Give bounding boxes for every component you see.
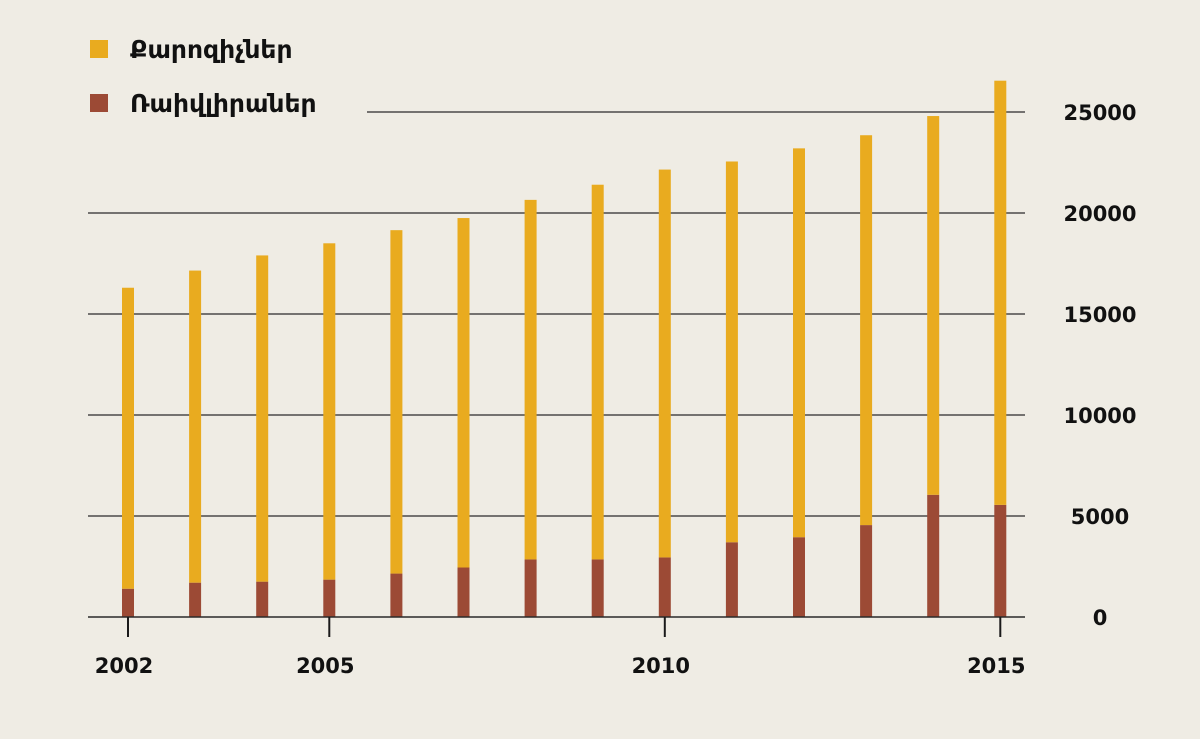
x-tick-label-2010: 2010 (632, 654, 690, 678)
bar-karozichner-2009 (591, 184, 604, 560)
bar-karozichner-2008 (524, 199, 537, 560)
bar-karozichner-2013 (860, 135, 873, 526)
bar-karozichner-2014 (927, 116, 940, 495)
bar-karozichner-2010 (658, 169, 671, 558)
bar-series (122, 80, 1007, 617)
y-tick-label-5000: 5000 (1071, 505, 1129, 529)
bar-raivliraner-2002 (122, 588, 134, 617)
bar-raivliraner-2004 (256, 581, 269, 617)
legend-label-karozichner: Քարոզիչներ (130, 35, 293, 64)
x-tick-label-2005: 2005 (296, 654, 354, 678)
y-tick-label-15000: 15000 (1063, 303, 1136, 327)
legend-swatch-karozichner (90, 40, 108, 58)
y-tick-label-10000: 10000 (1063, 404, 1136, 428)
y-tick-label-20000: 20000 (1063, 202, 1136, 226)
bar-raivliraner-2015 (994, 504, 1007, 617)
bar-raivliraner-2011 (725, 542, 738, 617)
bar-karozichner-2011 (725, 161, 738, 543)
bar-karozichner-2007 (457, 218, 470, 568)
gridlines (88, 111, 1025, 517)
bar-karozichner-2002 (122, 287, 134, 589)
bar-raivliraner-2009 (591, 559, 604, 617)
bar-raivliraner-2013 (860, 525, 873, 617)
bar-raivliraner-2014 (927, 494, 940, 617)
bar-raivliraner-2010 (658, 557, 671, 617)
bar-karozichner-2012 (793, 148, 805, 538)
bar-karozichner-2006 (390, 230, 403, 574)
bar-raivliraner-2005 (323, 579, 336, 617)
axes: 0 5000 10000 15000 20000 25000 2002 2005 2010 201… (88, 101, 1137, 678)
bar-raivliraner-2003 (189, 582, 202, 617)
x-tick-label-2002: 2002 (95, 654, 153, 678)
legend-swatch-raivliraner (90, 94, 108, 112)
bar-karozichner-2005 (323, 243, 336, 580)
x-tick-label-2015: 2015 (967, 654, 1025, 678)
y-tick-label-25000: 25000 (1063, 101, 1136, 125)
bar-raivliraner-2012 (793, 537, 805, 617)
bar-karozichner-2015 (994, 80, 1007, 505)
bar-raivliraner-2007 (457, 567, 470, 617)
bar-karozichner-2004 (256, 255, 269, 582)
legend-label-raivliraner: Ռաիվլիրաներ (130, 89, 317, 118)
legend: Քարոզիչներ Ռաիվլիրաներ (90, 35, 317, 118)
bar-karozichner-2003 (189, 270, 202, 583)
y-tick-label-0: 0 (1093, 606, 1108, 630)
bar-raivliraner-2006 (390, 573, 403, 617)
bar-raivliraner-2008 (524, 559, 537, 617)
